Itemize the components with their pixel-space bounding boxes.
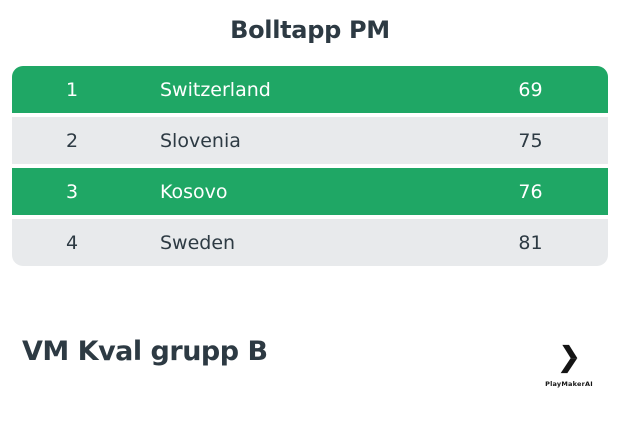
team-cell: Switzerland [160, 78, 271, 101]
table-row: 4 Sweden 81 [12, 219, 608, 266]
group-title: VM Kval grupp B [22, 336, 268, 367]
points-cell: 69 [518, 78, 543, 101]
points-cell: 75 [518, 129, 543, 152]
rank-cell: 2 [65, 129, 79, 152]
rank-cell: 4 [65, 231, 79, 254]
team-cell: Slovenia [160, 129, 241, 152]
brand-name: PlayMakerAI [545, 380, 593, 388]
points-cell: 81 [518, 231, 543, 254]
standings-table: 1 Switzerland 69 2 Slovenia 75 3 Kosovo … [12, 66, 608, 266]
table-row: 2 Slovenia 75 [12, 117, 608, 164]
table-row: 3 Kosovo 76 [12, 168, 608, 215]
page-title: Bolltapp PM [230, 16, 390, 44]
team-cell: Kosovo [160, 180, 228, 203]
points-cell: 76 [518, 180, 543, 203]
rank-cell: 3 [65, 180, 79, 203]
team-cell: Sweden [160, 231, 236, 254]
table-row: 1 Switzerland 69 [12, 66, 608, 113]
chevron-right-icon [559, 342, 579, 376]
rank-cell: 1 [65, 78, 79, 101]
brand-watermark: PlayMakerAI [532, 342, 606, 388]
